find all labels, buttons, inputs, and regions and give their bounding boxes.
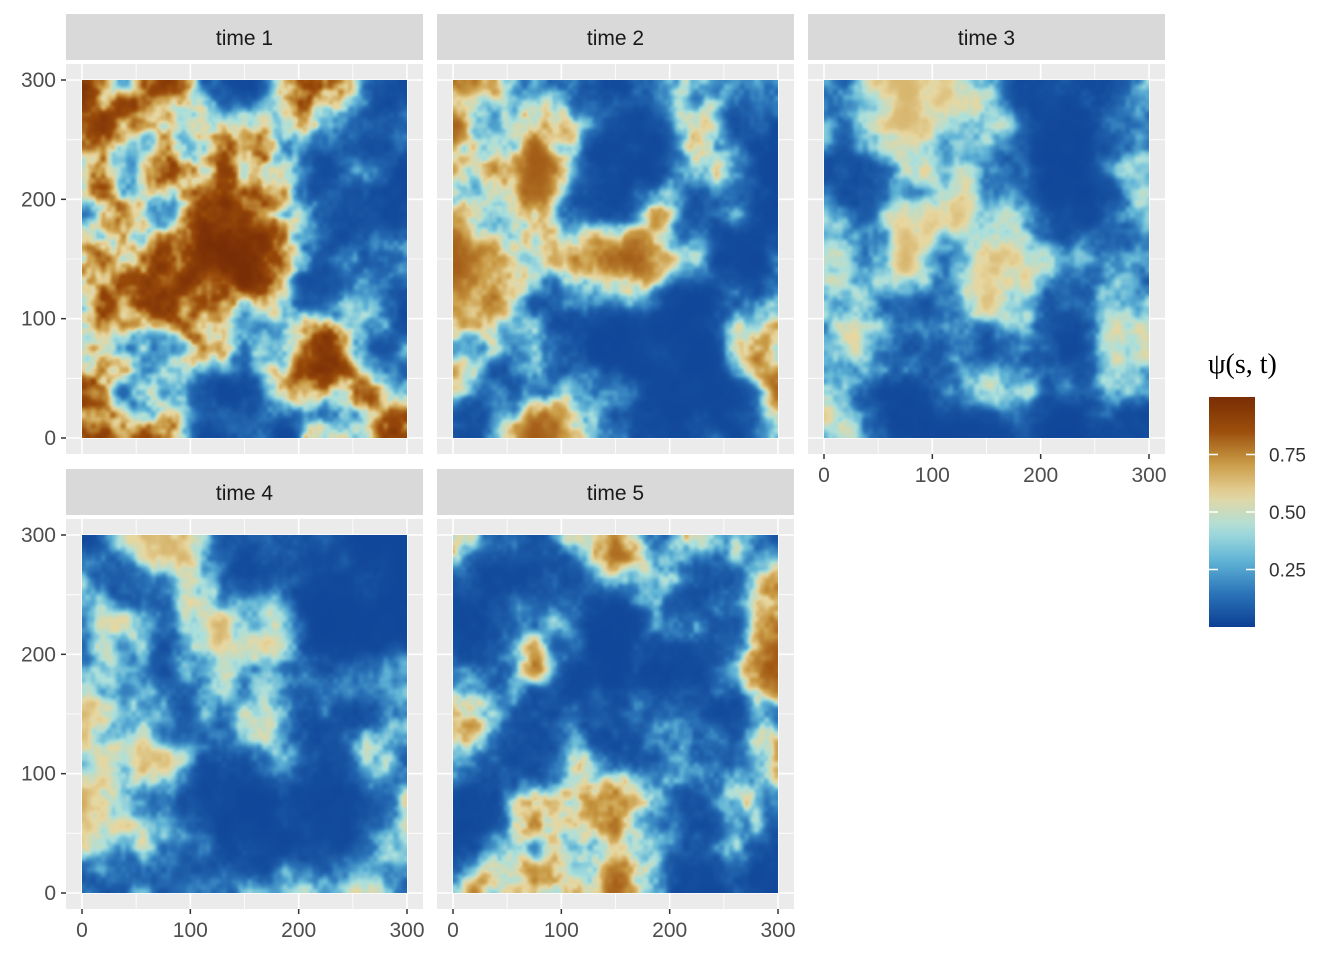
facet-panel: time 4 0 100 200 300 0 100 200 300 [21,469,425,942]
x-tick-label: 300 [760,919,795,942]
facet-strip [66,14,423,60]
legend-tick-label: 0.75 [1269,446,1306,467]
facet-strip-label: time 4 [216,482,274,505]
x-tick-label: 0 [447,919,459,942]
color-legend: ψ(s, t) 0.25 0.50 0.75 [1208,349,1306,627]
y-tick-label: 100 [21,763,56,786]
x-tick-label: 300 [1131,464,1166,487]
facet-strip [808,14,1165,60]
y-tick-label: 100 [21,308,56,331]
x-tick-label: 0 [818,464,830,487]
y-tick-label: 200 [21,643,56,666]
y-tick-label: 300 [21,524,56,547]
legend-tick-label: 0.50 [1269,503,1306,524]
x-tick-label: 100 [544,919,579,942]
x-tick-label: 100 [915,464,950,487]
x-tick-label: 100 [173,919,208,942]
heatmap-raster [824,80,1149,438]
facet-strip [66,469,423,515]
facet-panel: time 3 0 100 200 300 [808,14,1167,487]
x-tick-label: 200 [1023,464,1058,487]
facet-strip-label: time 2 [587,27,644,50]
heatmap-raster [82,535,407,893]
x-tick-label: 200 [652,919,687,942]
facet-strip [437,14,794,60]
y-tick-label: 0 [44,882,56,905]
x-tick-label: 300 [389,919,424,942]
y-tick-label: 200 [21,188,56,211]
facet-panel: time 2 [437,14,794,454]
legend-tick-label: 0.25 [1269,561,1306,582]
heatmap-raster [453,535,778,893]
y-tick-label: 300 [21,69,56,92]
heatmap-raster [82,80,407,438]
heatmap-raster [453,80,778,438]
facet-strip-label: time 5 [587,482,644,505]
facet-strip-label: time 1 [216,27,273,50]
y-tick-label: 0 [44,427,56,450]
facet-panel: time 5 0 100 200 300 [437,469,796,942]
legend-title: ψ(s, t) [1208,349,1277,380]
facet-panel: time 1 0 100 200 300 [21,14,423,454]
x-tick-label: 200 [281,919,316,942]
facet-strip-label: time 3 [958,27,1015,50]
x-tick-label: 0 [76,919,88,942]
facet-strip [437,469,794,515]
